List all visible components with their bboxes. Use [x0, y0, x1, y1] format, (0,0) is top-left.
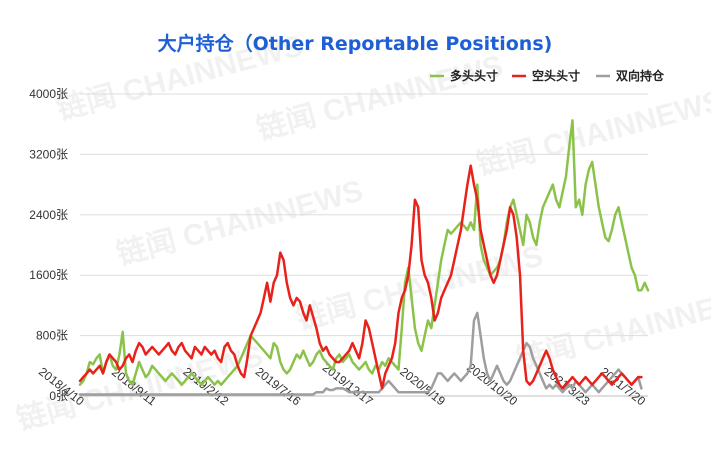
series-line-long [78, 119, 650, 386]
y-tick-label: 2400张 [29, 208, 68, 222]
y-tick-label: 0张 [49, 389, 68, 403]
y-tick-label: 1600张 [29, 268, 68, 282]
grid-lines [80, 93, 648, 397]
watermark-text: 链闻 CHAINNEWS [293, 238, 547, 336]
x-tick-label: 2019/7/16 [253, 364, 304, 408]
y-tick-label: 800张 [36, 329, 68, 343]
watermark-text: 链闻 CHAINNEWS [113, 173, 367, 271]
legend-label-short: 空头头寸 [532, 68, 580, 83]
watermark-text: 链闻 CHAINNEWS [513, 278, 711, 376]
y-tick-label: 3200张 [29, 147, 68, 161]
y-tick-label: 4000张 [29, 87, 68, 101]
chart-title: 大户持仓（Other Reportable Positions) [158, 32, 553, 55]
legend: 多头头寸 空头头寸 双向持仓 [430, 68, 665, 83]
legend-label-both: 双向持仓 [616, 68, 665, 83]
x-tick-label: 2020/5/19 [397, 364, 448, 408]
x-tick-label: 2020/10/20 [464, 360, 520, 408]
series-layer [78, 119, 650, 396]
series-line-short [78, 164, 643, 390]
legend-label-long: 多头头寸 [450, 68, 498, 83]
series-line-both [78, 311, 643, 396]
